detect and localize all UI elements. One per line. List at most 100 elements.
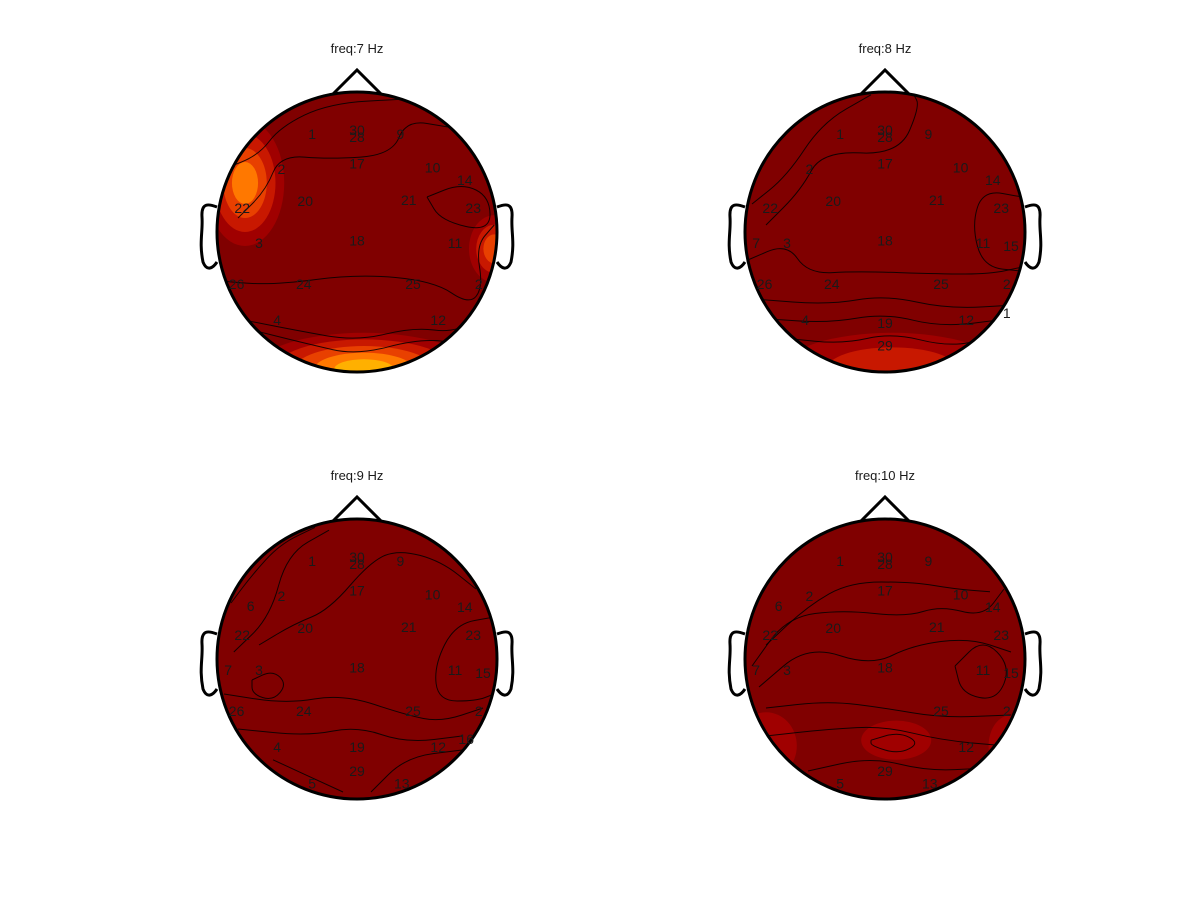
electrode-label: 14: [457, 599, 473, 615]
right-ear-outline: [1023, 630, 1043, 697]
electrode-label: 9: [925, 126, 933, 142]
contour-line: [272, 759, 344, 793]
contour-line: [786, 335, 991, 345]
contour-line: [765, 702, 1012, 718]
hotspot-left-posterior: [745, 712, 797, 780]
electrode-label: 20: [297, 193, 313, 209]
electrode-label: 9: [397, 553, 405, 569]
contour-line: [426, 186, 491, 229]
electrode-label: 1: [836, 126, 844, 142]
electrode-label: 19: [877, 315, 893, 331]
contour-line: [870, 733, 916, 753]
electrode-label: 7: [752, 662, 760, 678]
contour-line: [756, 297, 1019, 308]
nose-outline: [859, 494, 911, 523]
electrode-label: 3: [783, 235, 791, 251]
electrode-label: 17: [877, 155, 893, 171]
contour-line: [747, 248, 1023, 275]
electrode-label: 2: [278, 161, 286, 177]
contour-line: [219, 224, 495, 301]
electrode-label: 5: [308, 776, 316, 792]
electrode-label: 11: [448, 662, 463, 678]
electrode-label: 12: [958, 312, 974, 328]
left-ear-outline: [199, 630, 219, 697]
electrode-label: 25: [933, 276, 949, 292]
electrode-label: 7: [752, 235, 760, 251]
panel-title-4: freq:10 Hz: [855, 468, 915, 483]
electrode-label: 21: [401, 192, 417, 208]
electrode-label: 26: [757, 276, 773, 292]
electrode-label: 11: [976, 235, 991, 251]
electrode-label: 3: [783, 662, 791, 678]
electrode-label: 18: [349, 232, 365, 248]
electrode-label: 1: [836, 553, 844, 569]
electrode-label: 1: [1003, 305, 1011, 321]
hotspot-right-temporal: [483, 234, 497, 264]
contour-line: [230, 526, 316, 604]
electrode-label: 25: [405, 276, 421, 292]
electrode-label: 29: [349, 763, 365, 779]
contour-line: [223, 693, 484, 721]
electrode-label: 28: [877, 556, 893, 572]
electrode-label: 18: [877, 232, 893, 248]
contour-line: [954, 644, 1007, 699]
left-ear-outline: [727, 630, 747, 697]
electrode-label: 2: [475, 276, 483, 292]
contour-group: [223, 526, 495, 793]
electrode-label: 5: [836, 776, 844, 792]
contour-line: [758, 639, 1012, 688]
scalp-map: [745, 92, 1025, 372]
electrode-label: 4: [273, 739, 281, 755]
panel-title-2: freq:8 Hz: [859, 41, 912, 56]
electrode-label: 20: [297, 620, 313, 636]
electrode-label: 13: [394, 776, 410, 792]
electrode-label: 10: [425, 587, 441, 603]
electrode-label: 9: [397, 126, 405, 142]
contour-line: [765, 315, 1009, 326]
contour-line: [765, 726, 1005, 747]
hotspot-group: [782, 332, 1002, 372]
electrode-label: 3: [255, 235, 263, 251]
contour-line: [251, 672, 284, 700]
electrode-label: 25: [933, 703, 949, 719]
electrode-label: 3: [255, 662, 263, 678]
contour-line: [751, 94, 872, 205]
electrode-label: 20: [825, 193, 841, 209]
contour-line: [237, 312, 484, 339]
contour-line: [258, 552, 477, 646]
electrode-label: 26: [229, 276, 245, 292]
electrode-label: 30: [349, 122, 365, 138]
electrode-label: 6: [775, 598, 783, 614]
electrode-label: 10: [425, 160, 441, 176]
nose-outline: [331, 494, 383, 523]
electrode-label: 16: [458, 731, 474, 747]
electrode-label: 17: [349, 155, 365, 171]
panel-title-1: freq:7 Hz: [331, 41, 384, 56]
contour-line: [435, 616, 495, 702]
electrode-label: 23: [465, 200, 481, 216]
electrode-label: 24: [296, 276, 312, 292]
electrode-label: 10: [953, 160, 969, 176]
contour-group: [751, 581, 1012, 772]
electrode-label: 12: [430, 739, 446, 755]
electrode-label: 1: [308, 553, 316, 569]
nose-outline: [859, 67, 911, 96]
electrode-label: 18: [877, 659, 893, 675]
left-ear-outline: [199, 203, 219, 270]
head-outline: [743, 517, 1027, 801]
electrode-label: 29: [877, 337, 893, 353]
electrode-label: 22: [234, 627, 250, 643]
electrode-label: 10: [953, 587, 969, 603]
electrode-label: 28: [349, 129, 365, 145]
electrode-label: 2: [1003, 703, 1011, 719]
hotspot-group: [217, 120, 497, 372]
electrode-label: 1: [308, 126, 316, 142]
hotspot-occipital: [334, 359, 394, 372]
right-ear-outline: [495, 630, 515, 697]
electrode-label: 18: [349, 659, 365, 675]
electrode-label: 6: [247, 598, 255, 614]
